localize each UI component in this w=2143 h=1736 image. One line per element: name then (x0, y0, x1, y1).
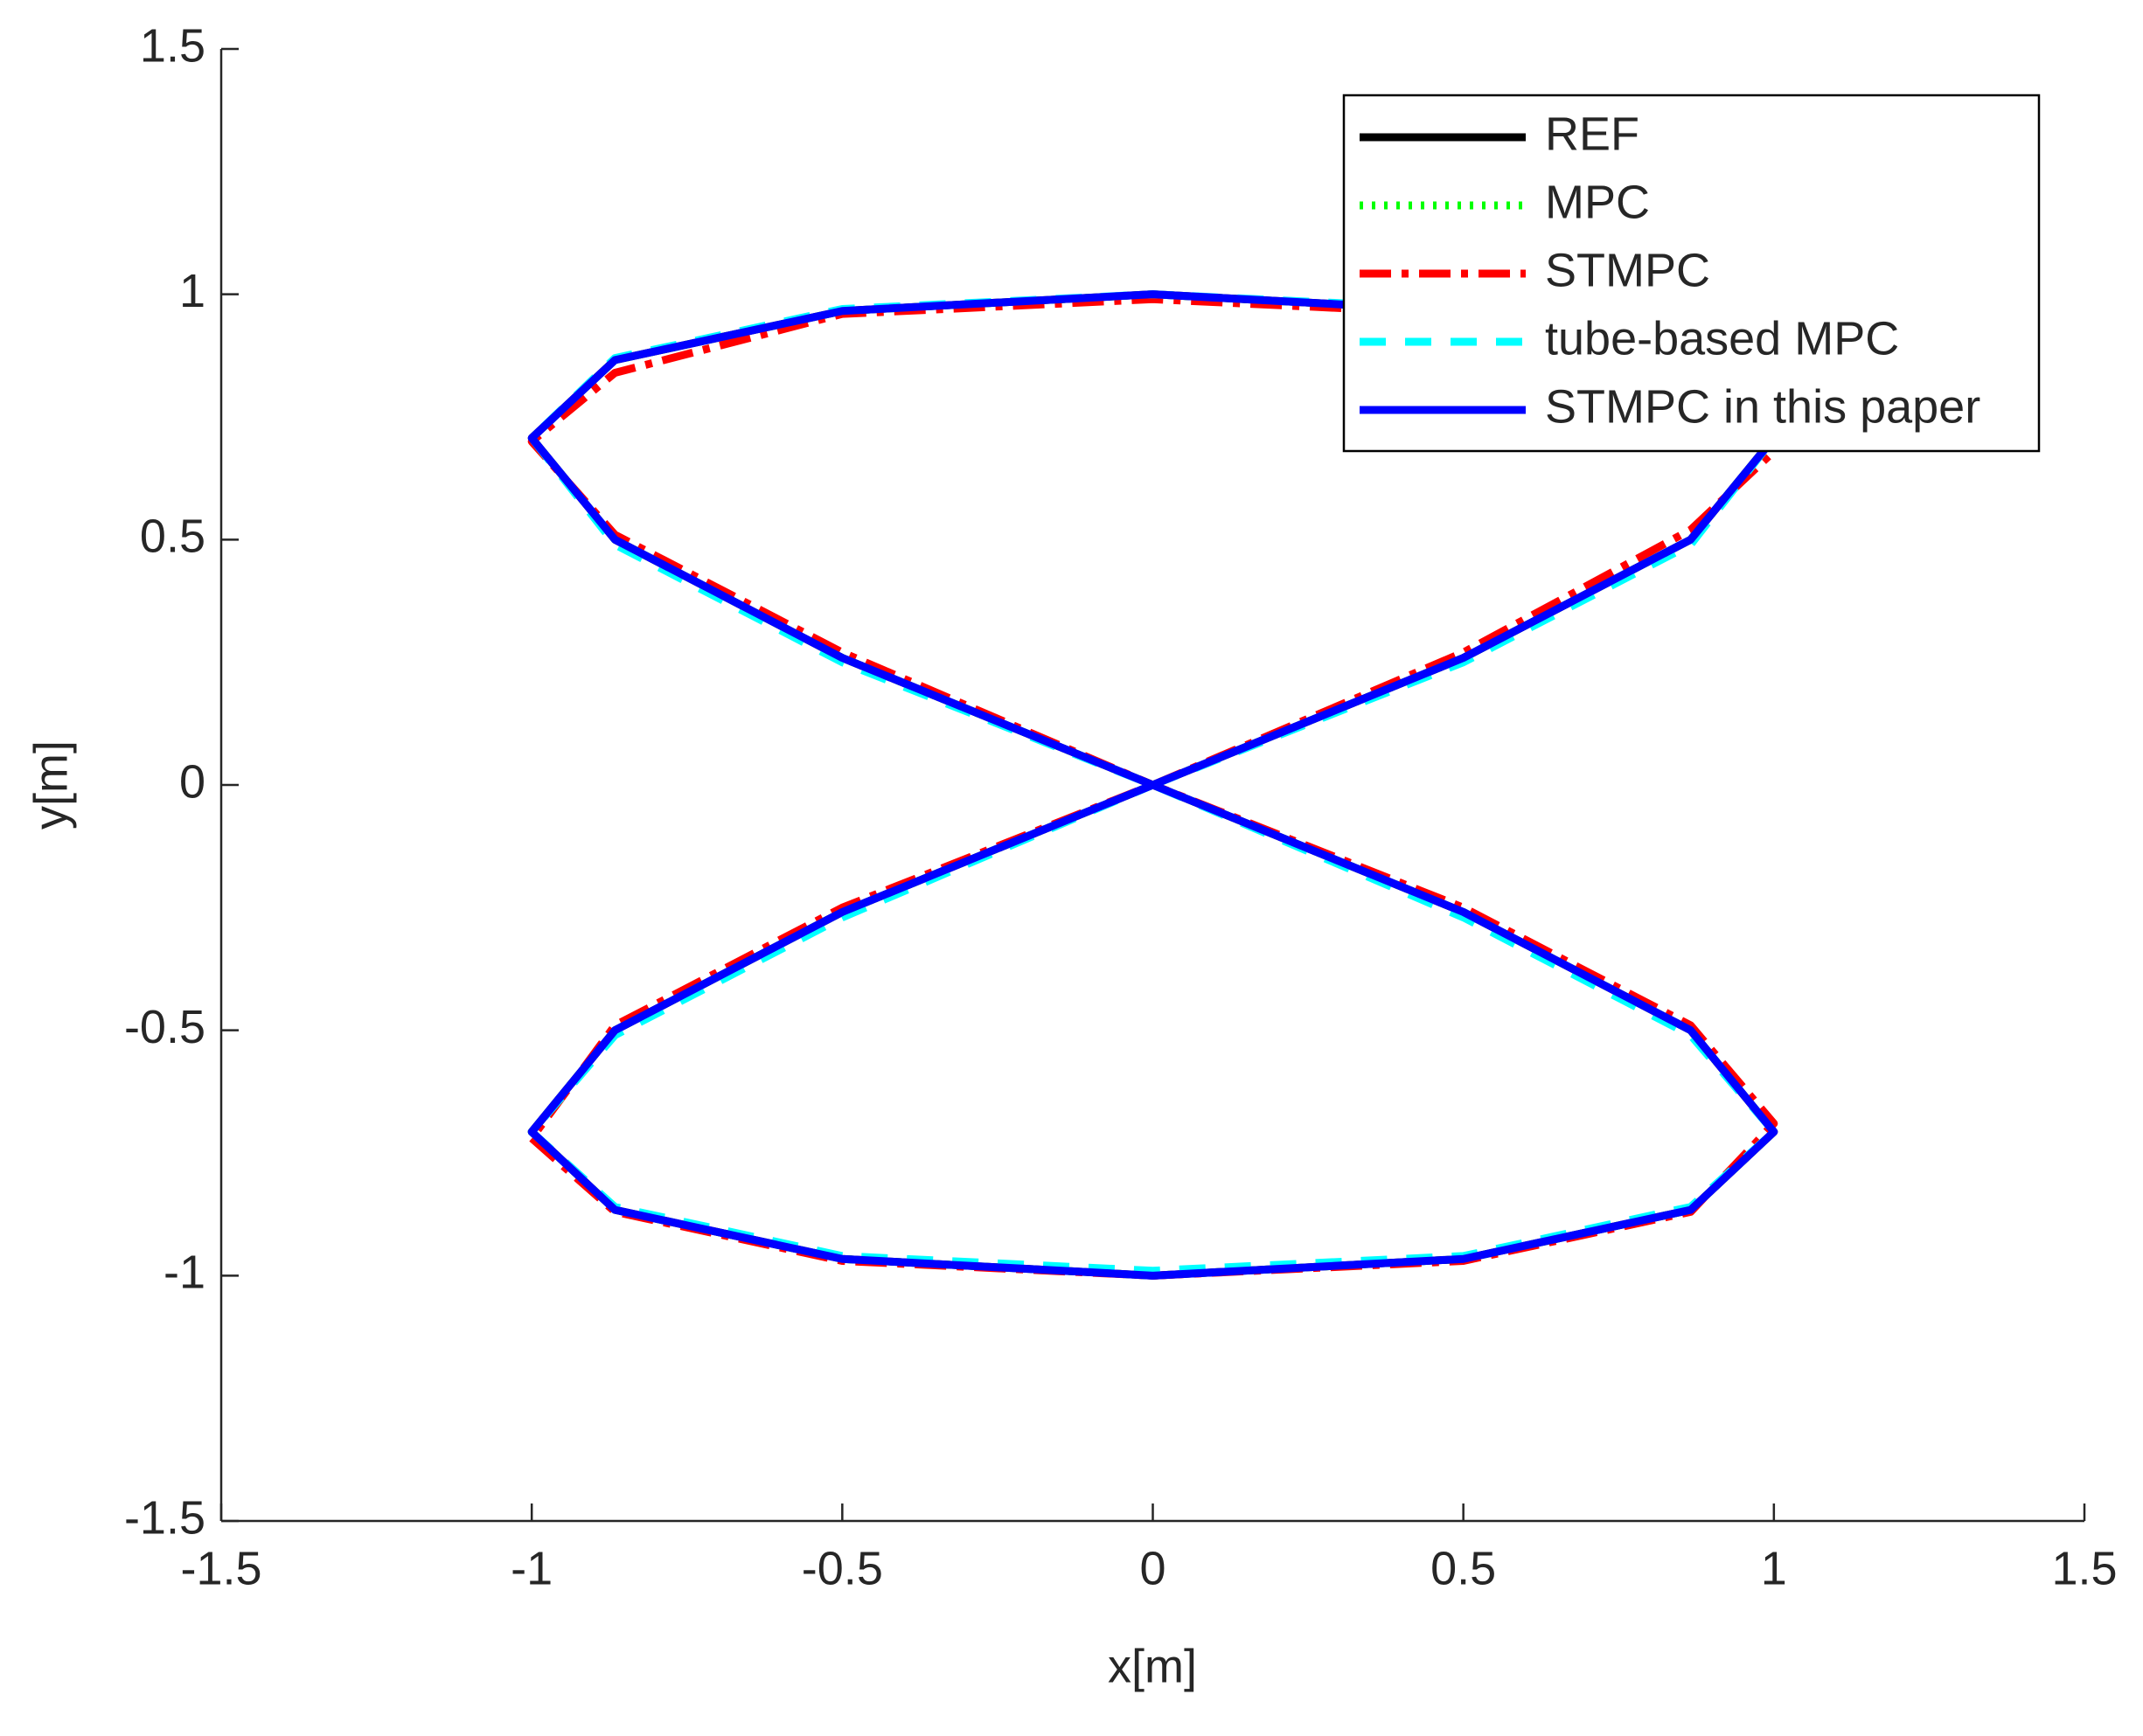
legend-label: tube-based MPC (1545, 312, 1899, 365)
x-tick-label: -0.5 (802, 1542, 883, 1594)
y-axis-label: y[m] (24, 740, 77, 830)
legend: REF MPC STMPC tube-based MPC STMPC in this p… (1342, 94, 2041, 453)
y-tick-label: 0 (179, 755, 205, 808)
x-tick-label: 1.5 (2051, 1542, 2117, 1594)
x-tick-label: 0.5 (1430, 1542, 1496, 1594)
y-tick-label: -0.5 (124, 1001, 205, 1053)
x-tick-label: 0 (1139, 1542, 1165, 1594)
legend-label: STMPC in this paper (1545, 380, 1980, 433)
y-tick-label: 0.5 (140, 510, 205, 563)
y-tick-label: -1.5 (124, 1491, 205, 1544)
x-tick-label: -1.5 (180, 1542, 261, 1594)
legend-label: MPC (1545, 176, 1650, 228)
y-tick-label: 1.5 (140, 19, 205, 72)
x-axis-label: x[m] (1108, 1640, 1197, 1692)
y-tick-label: 1 (179, 265, 205, 317)
x-tick-label: 1 (1761, 1542, 1787, 1594)
legend-box (1342, 94, 2041, 453)
y-tick-label: -1 (164, 1246, 205, 1299)
x-tick-label: -1 (511, 1542, 553, 1594)
legend-label: REF (1545, 108, 1639, 160)
legend-label: STMPC (1545, 244, 1710, 296)
